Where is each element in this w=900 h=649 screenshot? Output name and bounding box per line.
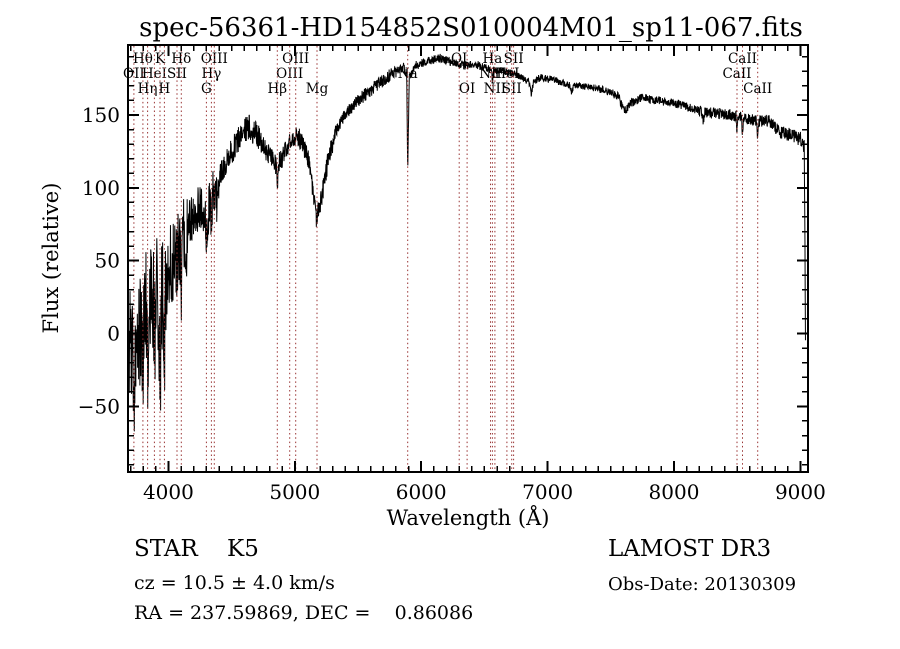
x-tick-label: 6000 [396,480,447,504]
spectral-line-label: HeI [142,66,167,82]
x-tick-label: 5000 [269,480,320,504]
plot-title: spec-56361-HD154852S010004M01_sp11-067.f… [139,13,803,43]
y-tick-label: −50 [78,394,120,418]
y-tick-label: 100 [82,176,120,200]
x-tick-label: 8000 [649,480,700,504]
obs-date-text: Obs-Date: 20130309 [608,574,796,595]
plot-frame [127,44,809,473]
spectral-line-label: SII [167,66,187,82]
spectral-line-label: CaII [722,66,751,82]
y-tick-label: 50 [95,249,120,273]
x-tick-label: 7000 [522,480,573,504]
x-tick-label: 9000 [775,480,826,504]
y-tick-label: 0 [107,322,120,346]
x-axis-label: Wavelength (Å) [387,505,550,530]
classification-text: STAR K5 [134,536,259,562]
axes-layer: 4000 5000 6000 7000 8000 9000 −50 0 50 100 150 [78,44,826,504]
cz-text: cz = 10.5 ± 4.0 km/s [134,572,335,594]
spectral-line-label: Hγ [201,66,221,82]
ra-dec-text: RA = 237.59869, DEC = 0.86086 [134,602,473,624]
x-tick-label: 4000 [143,480,194,504]
spectral-line-label: OIII [276,66,303,82]
spectrum-layer [128,53,806,432]
survey-text: LAMOST DR3 [608,536,771,562]
y-tick-label: 150 [82,103,120,127]
spectrum-trace [128,53,806,432]
y-axis-label: Flux (relative) [39,183,63,334]
line-markers-layer [133,46,759,471]
